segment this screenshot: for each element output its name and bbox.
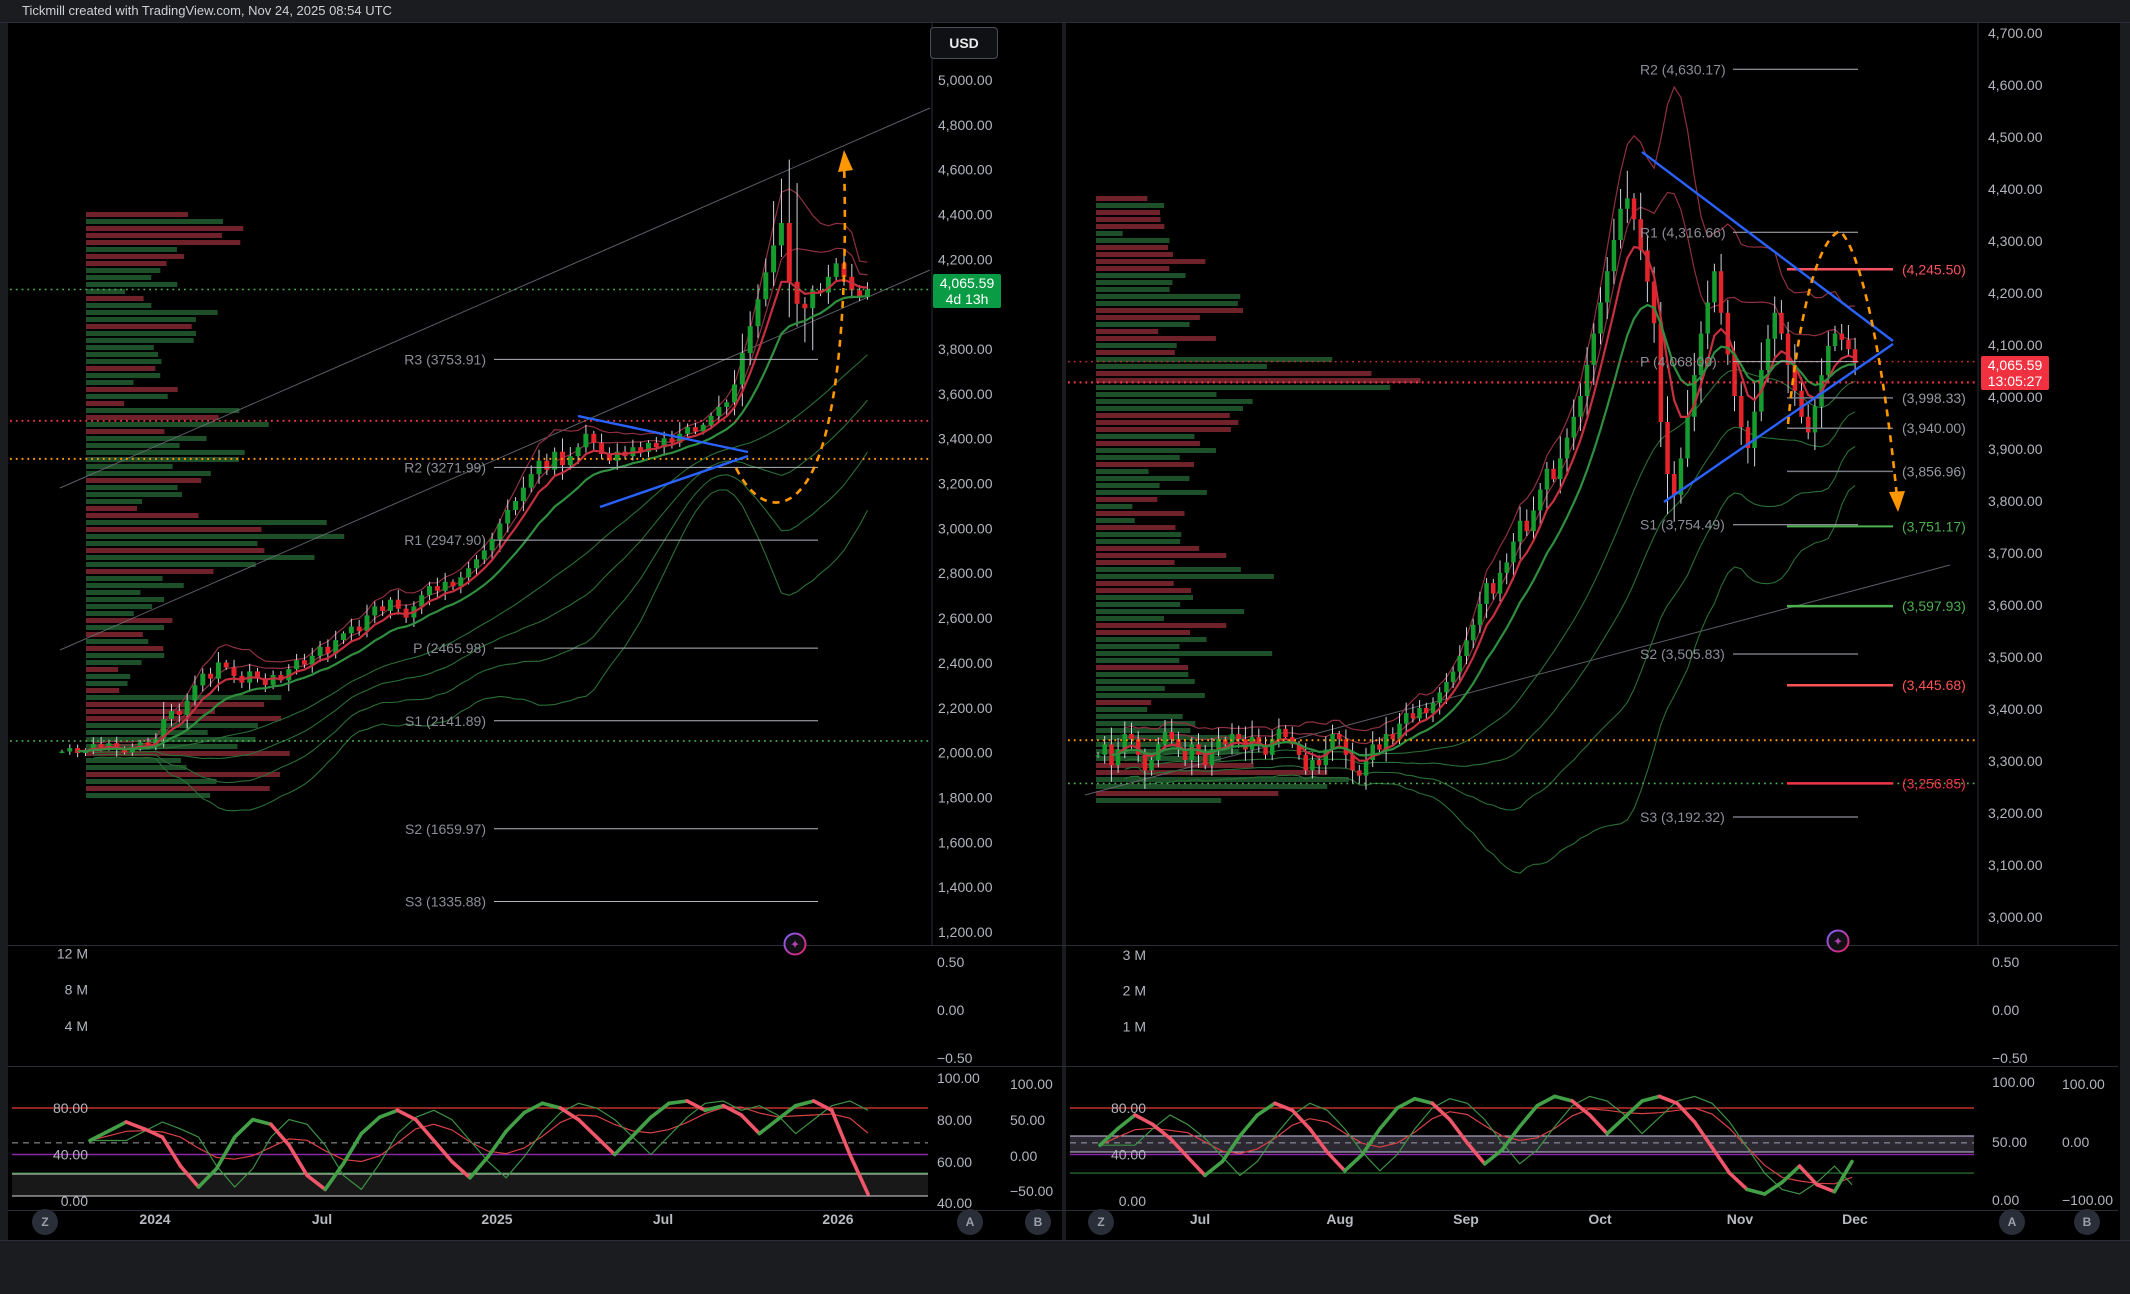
- right-last-price-badge: 4,065.59 13:05:27: [1981, 356, 2049, 390]
- left-a-button[interactable]: A: [957, 1209, 983, 1235]
- left-countdown: 4d 13h: [945, 291, 989, 307]
- left-last-price-badge: 4,065.59 4d 13h: [933, 274, 1001, 308]
- right-chart-panel[interactable]: [1066, 22, 2120, 1240]
- right-countdown: 13:05:27: [1987, 373, 2043, 389]
- divider: [0, 1240, 2130, 1241]
- left-chart-panel[interactable]: [8, 22, 1062, 1240]
- footer-bar: TradingView: [0, 1240, 2130, 1294]
- left-b-button[interactable]: B: [1025, 1209, 1051, 1235]
- right-a-button[interactable]: A: [1999, 1209, 2025, 1235]
- divider: [0, 22, 2130, 23]
- right-b-button[interactable]: B: [2074, 1209, 2100, 1235]
- left-z-button[interactable]: Z: [32, 1209, 58, 1235]
- right-last-price: 4,065.59: [1987, 357, 2043, 373]
- left-last-price: 4,065.59: [939, 275, 995, 291]
- currency-button[interactable]: USD: [930, 27, 998, 59]
- header-attribution: Tickmill created with TradingView.com, N…: [0, 0, 2130, 22]
- right-z-button[interactable]: Z: [1088, 1209, 1114, 1235]
